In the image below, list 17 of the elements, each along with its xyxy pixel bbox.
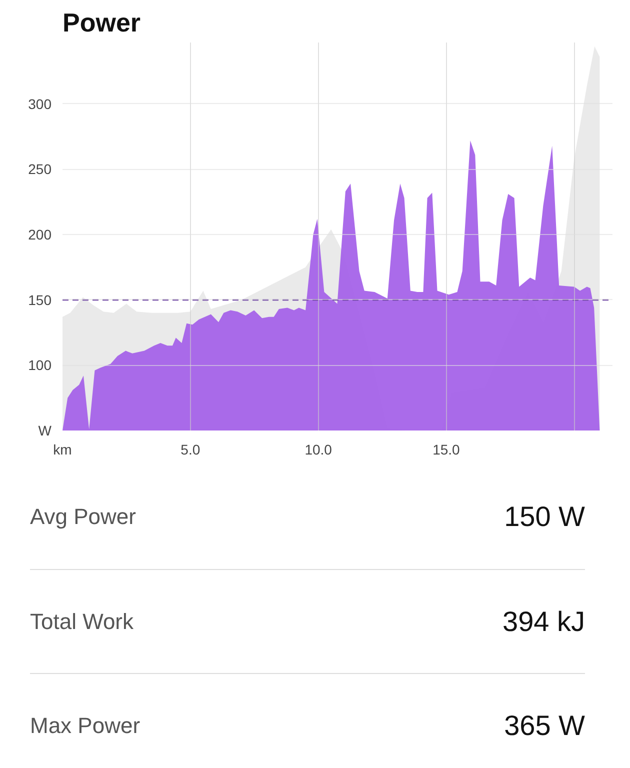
text: Avg Power [30, 503, 136, 532]
y-tick-label: 300 [28, 96, 52, 112]
x-tick-label: km [53, 442, 72, 458]
y-tick-label: 250 [28, 161, 52, 178]
x-tick-label: 15.0 [432, 442, 460, 458]
text: 394 kJ [502, 604, 585, 638]
text: Max Power [30, 712, 140, 740]
y-tick-label: 150 [28, 292, 52, 308]
y-tick-label: 100 [28, 357, 52, 374]
y-tick-label: 200 [28, 226, 52, 243]
x-tick-label: 5.0 [180, 442, 200, 458]
x-tick-label: 10.0 [304, 442, 332, 458]
text: Total Work [30, 608, 134, 636]
y-tick-label: W [38, 422, 52, 438]
text: 150 W [504, 500, 585, 534]
text: 365 W [504, 708, 585, 742]
chart-title: Power [62, 8, 141, 38]
